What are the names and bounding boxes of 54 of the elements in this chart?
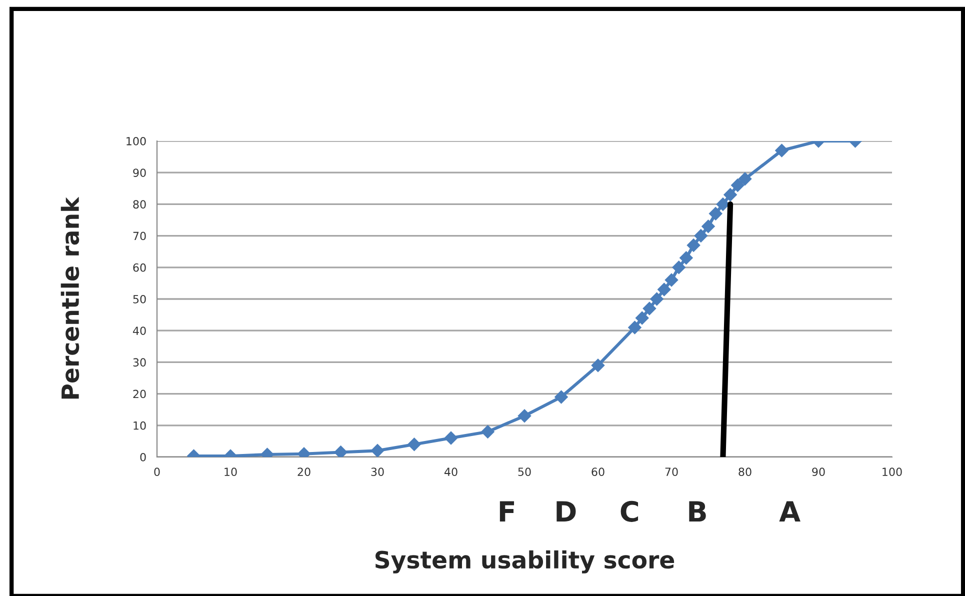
point (775, 144, 788, 158)
x-axis-title: System usability score (376, 550, 674, 574)
point (724, 188, 737, 202)
point (672, 260, 686, 274)
y-tick-label: 40 (132, 326, 146, 335)
point (709, 207, 722, 220)
point (591, 358, 605, 372)
x-tick-label: 0 (154, 468, 160, 476)
point (554, 390, 568, 404)
point (444, 431, 458, 445)
y-tick-label: 60 (133, 263, 146, 272)
point (642, 302, 656, 316)
point (636, 311, 649, 325)
y-tick-label: 70 (133, 232, 146, 240)
point (680, 251, 693, 265)
point (628, 320, 642, 334)
point (650, 292, 664, 306)
y-tick-label: 100 (126, 136, 146, 146)
point (408, 438, 421, 451)
x-tick-label: 40 (444, 468, 458, 476)
point (664, 273, 678, 287)
point (686, 238, 700, 252)
x-tick-label: 20 (298, 468, 310, 476)
x-tick-label: 60 (592, 468, 604, 476)
point (731, 178, 744, 192)
text: A (779, 501, 800, 522)
point (370, 444, 384, 457)
point (518, 409, 532, 423)
y-tick-label: 80 (133, 200, 146, 209)
text: F (500, 501, 514, 522)
y-tick-label: 10 (134, 421, 146, 430)
y-tick-label: 90 (133, 168, 146, 177)
point (702, 220, 715, 233)
text: C (620, 500, 638, 522)
point (716, 198, 730, 211)
x-tick-label: 30 (371, 468, 384, 476)
y-axis-title: Percentile rank (60, 196, 80, 399)
x-tick-label: 70 (665, 468, 678, 476)
point (334, 446, 348, 457)
y-tick-label: 0 (140, 452, 146, 462)
point (658, 282, 671, 296)
x-tick-label: 90 (812, 468, 825, 476)
y-tick-label: 30 (133, 358, 146, 367)
y-tick-label: 50 (133, 294, 146, 304)
x-tick-label: 10 (224, 468, 237, 476)
text: B (689, 501, 706, 522)
x-tick-label: 80 (738, 468, 752, 476)
point (694, 229, 708, 242)
point (481, 425, 494, 438)
text: D (556, 501, 576, 522)
point (738, 172, 752, 186)
x-tick-label: 50 (518, 468, 531, 476)
x-tick-label: 100 (882, 468, 902, 476)
y-tick-label: 20 (133, 390, 146, 398)
